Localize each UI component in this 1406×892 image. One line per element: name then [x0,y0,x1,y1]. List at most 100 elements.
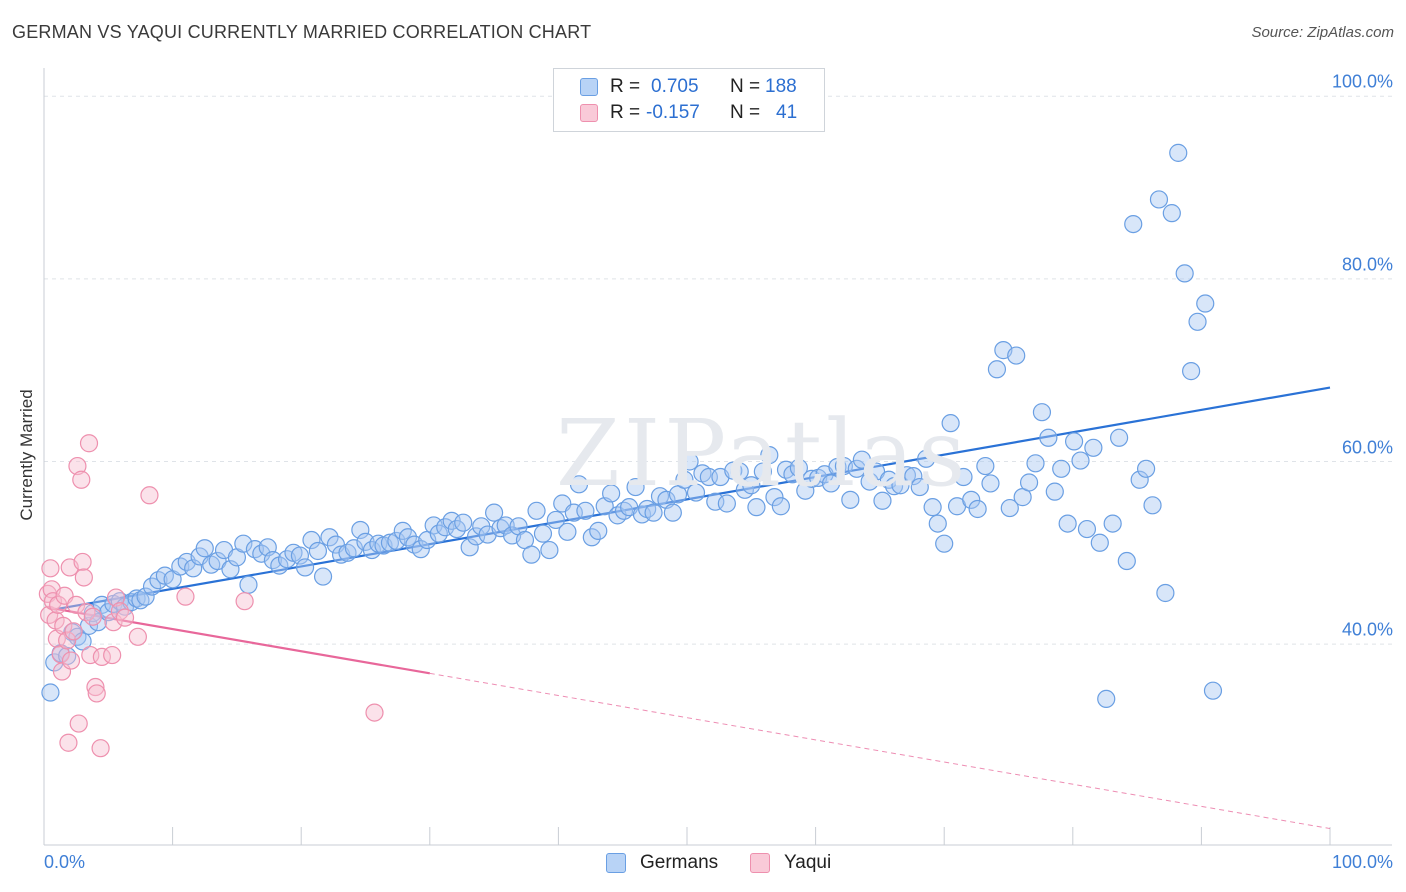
germans-point [1039,428,1058,447]
germans-point [1084,438,1103,457]
germans-point [987,360,1007,379]
y-tick-label: 40.0% [1341,619,1393,640]
germans-point [527,501,546,520]
germans-point [398,528,418,547]
yaqui-point [68,456,87,476]
legend-label-germans: Germans [640,852,719,873]
germans-point [1071,451,1090,470]
germans-point [897,466,917,485]
germans-point [1064,432,1084,451]
germans-point [351,520,370,540]
germans-point [1103,514,1122,533]
legend-swatch-germans [606,853,626,873]
germans-point [771,497,790,516]
yaqui-point [176,587,195,606]
germans-point [1162,204,1181,223]
germans-point [1143,496,1162,515]
germans-point [302,530,321,550]
germans-point [1000,498,1019,518]
germans-point [1026,454,1045,473]
germans-point [290,546,310,565]
germans-point [380,533,400,552]
germans-point [1124,214,1143,234]
germans-point [706,492,725,511]
germans-point [234,534,253,553]
legend-item-yaqui[interactable]: Yaqui [750,852,850,876]
germans-point [821,474,841,493]
legend-n-label: N = [730,102,761,123]
germans-point [928,514,947,533]
yaqui-point [83,607,102,626]
y-tick-label: 60.0% [1341,437,1393,457]
germans-point [742,476,761,495]
germans-point [981,474,1000,493]
germans-point [564,503,583,522]
germans-point [891,476,910,495]
yaqui-point [91,739,110,758]
yaqui-point [49,595,68,614]
yaqui-point [59,733,78,752]
germans-point [873,491,892,510]
source-label: Source: ZipAtlas.com [1251,24,1394,41]
legend-r-value: -0.157 [646,102,700,123]
germans-point [496,516,515,535]
germans-point [860,472,879,491]
yaqui-trendline [47,606,430,675]
scatter-points [38,143,1223,758]
germans-point [828,457,847,477]
yaqui-point [67,595,86,614]
germans-point [884,477,904,496]
yaqui-point [86,677,105,697]
legend-r-value: 0.705 [651,76,699,97]
germans-point [313,567,333,586]
chart-title: GERMAN VS YAQUI CURRENTLY MARRIED CORREL… [12,22,592,42]
legend-item-germans[interactable]: Germans [606,852,736,876]
germans-point [847,459,866,478]
germans-point [717,494,736,513]
germans-point [295,558,315,577]
germans-point [852,450,871,469]
yaqui-point [41,559,60,578]
germans-point [841,490,860,509]
germans-point [954,467,973,487]
yaqui-point [115,608,135,627]
germans-point [73,632,92,651]
germans-point [344,539,364,558]
germans-point [976,456,995,476]
germans-trendline [54,386,1331,611]
germans-point [962,490,981,509]
legend-label-yaqui: Yaqui [784,852,832,873]
germans-point [760,446,779,465]
germans-point [1149,190,1169,209]
germans-point [1077,519,1097,539]
legend-n-value: 188 [765,76,797,97]
germans-point [411,540,430,559]
germans-point [730,462,749,481]
germans-point [644,503,663,522]
y-axis-label: Currently Married [17,389,36,521]
germans-point [558,522,577,541]
germans-point [680,452,699,471]
germans-point [41,683,60,702]
y-tick-label: 100.0% [1331,71,1393,92]
germans-point [460,538,479,557]
germans-point [765,488,784,507]
yaqui-point [106,588,126,607]
yaqui-point [87,684,106,703]
yaqui-point [64,622,83,641]
germans-point [1188,312,1207,331]
germans-point [632,505,652,524]
germans-point [1058,514,1077,533]
germans-point [1130,470,1149,489]
germans-point [485,503,504,522]
legend-swatch-pink [580,104,598,122]
yaqui-point [104,613,123,632]
yaqui-point [81,645,100,665]
legend-row-yaqui: R = -0.157 N = 41 [580,102,820,126]
germans-point [1117,551,1136,571]
germans-point [1052,459,1071,478]
yaqui-point [58,631,77,650]
yaqui-point [79,434,99,453]
germans-point [904,467,923,486]
germans-point [917,449,936,468]
